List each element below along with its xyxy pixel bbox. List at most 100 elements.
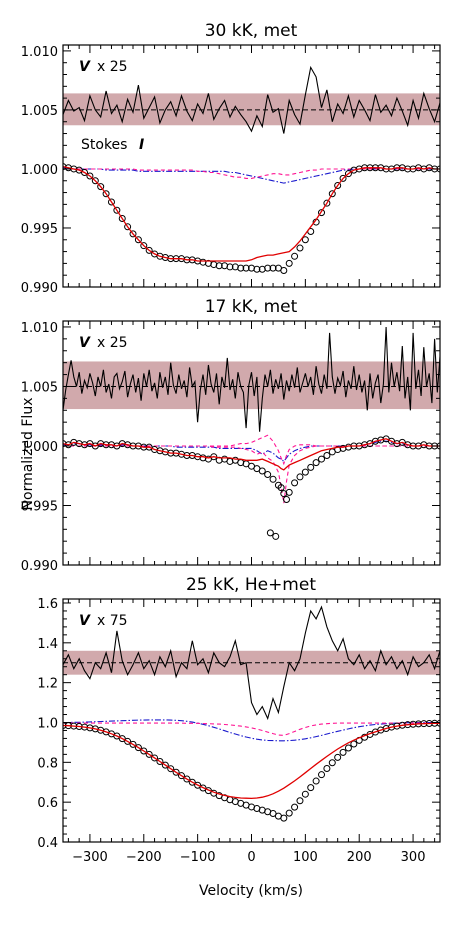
observed-point [285, 259, 293, 267]
observed-point [167, 765, 175, 773]
stokes-v-scale: x 25 [97, 59, 128, 75]
y-tick-label: 1.005 [21, 104, 58, 119]
y-tick-label: 1.000 [21, 440, 58, 455]
observed-point [194, 781, 202, 789]
y-tick-label: 0.990 [21, 559, 58, 574]
stokes-i-label: Stokes [81, 137, 127, 153]
observed-point [91, 177, 99, 185]
observed-point [339, 174, 347, 182]
observed-point [145, 750, 153, 758]
observed-point [323, 199, 331, 207]
y-tick-label: 0.6 [37, 796, 58, 811]
panel-title: 30 kK, met [205, 21, 298, 41]
y-tick-label: 0.4 [37, 836, 58, 851]
model-red-line [63, 722, 440, 800]
observed-point [172, 768, 180, 776]
observed-point [81, 168, 89, 176]
observed-point [296, 244, 304, 252]
y-tick-label: 1.010 [21, 321, 58, 336]
stokes-v-scale: x 25 [97, 335, 128, 351]
observed-point [134, 236, 142, 244]
plot-area [63, 326, 440, 540]
observed-point [328, 190, 336, 198]
observed-point [269, 475, 277, 483]
observed-point [124, 737, 132, 745]
axes-frame [62, 598, 441, 843]
observed-point [134, 744, 142, 752]
observed-point [253, 265, 261, 273]
stokes-v-label: V [79, 613, 91, 629]
observed-point [118, 735, 126, 743]
x-tick-label: 200 [347, 850, 372, 865]
observed-point [124, 223, 132, 231]
observed-point [258, 467, 266, 475]
observed-point [277, 484, 285, 492]
observed-point [272, 532, 280, 540]
observed-point [177, 772, 185, 780]
model-magenta-line-2 [63, 434, 440, 466]
y-tick-label: 1.0 [37, 716, 58, 731]
observed-point [285, 488, 293, 496]
panel-title: 25 kK, He+met [186, 575, 316, 595]
observed-point [242, 264, 250, 272]
model-magenta-line [63, 722, 440, 736]
observed-point [86, 172, 94, 180]
stokes-v-scale: x 75 [97, 613, 128, 629]
observed-point [161, 761, 169, 769]
y-tick-label: 1.2 [37, 677, 58, 692]
x-tick-label: 0 [247, 850, 255, 865]
panel-30kk-met: 30 kK, met 1.010 1.005 1.000 0.995 0.990 V x 2… [21, 21, 441, 296]
observed-point [323, 451, 331, 459]
y-tick-label: 1.4 [37, 637, 58, 652]
observed-point [188, 778, 196, 786]
observed-point [156, 758, 164, 766]
observed-point [145, 246, 153, 254]
observed-point [280, 814, 288, 822]
observed-point [312, 459, 320, 467]
observed-point [339, 748, 347, 756]
x-axis-label: Velocity (km/s) [199, 883, 303, 899]
observed-point [210, 453, 218, 461]
plot-area [63, 605, 440, 822]
panel-17kk-met: 17 kK, met 1.010 1.005 1.000 0.995 0.990 V x 2… [21, 297, 441, 574]
observed-point [334, 753, 342, 761]
model-blue-line [63, 719, 440, 742]
y-tick-label: 0.990 [21, 281, 58, 296]
stokes-v-label: V [79, 335, 91, 351]
observed-point [328, 759, 336, 767]
observed-point [318, 771, 326, 779]
y-tick-label: 0.995 [21, 222, 58, 237]
observed-point [291, 252, 299, 260]
y-tick-label: 0.8 [37, 756, 58, 771]
observed-point [102, 190, 110, 198]
observed-point [269, 264, 277, 272]
observed-point [140, 747, 148, 755]
panel-25kk-he-met: 25 kK, He+met 1.6 1.4 1.2 1.0 0.8 0.6 0.4 −300 −… [37, 575, 441, 865]
model-blue-line [63, 167, 440, 184]
observed-point [264, 471, 272, 479]
observed-point [307, 784, 315, 792]
x-tick-label: −300 [72, 850, 108, 865]
observed-point [237, 264, 245, 272]
observed-point [318, 209, 326, 217]
observed-point [301, 790, 309, 798]
model-magenta-line [63, 445, 440, 504]
observed-point [113, 732, 121, 740]
stokes-i-symbol: I [139, 137, 144, 153]
observed-point [307, 463, 315, 471]
y-tick-label: 1.000 [21, 163, 58, 178]
observed-point [301, 468, 309, 476]
observed-point [266, 529, 274, 537]
stokes-v-line [63, 326, 440, 432]
x-tick-label: 300 [401, 850, 426, 865]
observed-point [264, 264, 272, 272]
observed-point [285, 809, 293, 817]
observed-point [129, 740, 137, 748]
observed-point [318, 455, 326, 463]
y-tick-label: 1.6 [37, 597, 58, 612]
observed-point [113, 206, 121, 214]
observed-point [344, 744, 352, 752]
observed-point [291, 479, 299, 487]
x-tick-label: 100 [293, 850, 318, 865]
y-tick-label: 1.005 [21, 380, 58, 395]
